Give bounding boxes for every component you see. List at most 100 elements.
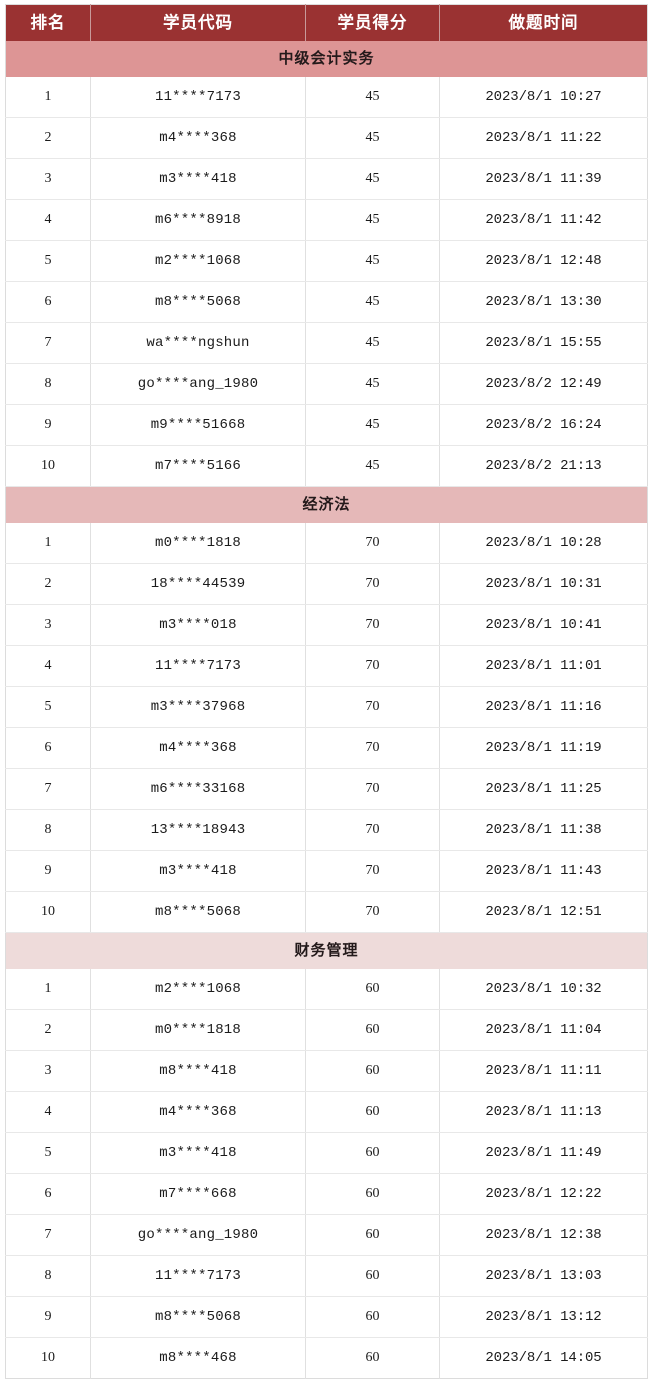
cell-time: 2023/8/1 10:32 (439, 969, 648, 1010)
cell-rank: 4 (5, 199, 91, 241)
table-row: 2 m4****368 45 2023/8/1 11:22 (5, 117, 648, 159)
table-row: 9 m3****418 70 2023/8/1 11:43 (5, 850, 648, 892)
section-header-row: 中级会计实务 (5, 41, 648, 77)
cell-rank: 5 (5, 240, 91, 282)
cell-score: 70 (305, 523, 440, 564)
cell-score: 60 (305, 969, 440, 1010)
cell-time: 2023/8/1 11:22 (439, 117, 648, 159)
cell-time: 2023/8/1 10:41 (439, 604, 648, 646)
cell-score: 60 (305, 1050, 440, 1092)
cell-score: 70 (305, 563, 440, 605)
cell-time: 2023/8/1 11:11 (439, 1050, 648, 1092)
cell-code: m8****418 (90, 1050, 306, 1092)
table-row: 3 m8****418 60 2023/8/1 11:11 (5, 1050, 648, 1092)
table-row: 2 m0****1818 60 2023/8/1 11:04 (5, 1009, 648, 1051)
cell-score: 60 (305, 1132, 440, 1174)
cell-rank: 2 (5, 1009, 91, 1051)
cell-rank: 7 (5, 768, 91, 810)
cell-time: 2023/8/1 10:28 (439, 523, 648, 564)
cell-code: m4****368 (90, 117, 306, 159)
cell-rank: 4 (5, 1091, 91, 1133)
section-header-row: 财务管理 (5, 932, 648, 969)
cell-score: 45 (305, 322, 440, 364)
cell-score: 45 (305, 404, 440, 446)
cell-score: 60 (305, 1296, 440, 1338)
section-header-row: 经济法 (5, 486, 648, 523)
cell-time: 2023/8/1 12:51 (439, 891, 648, 933)
table-header: 排名 学员代码 学员得分 做题时间 (5, 4, 648, 41)
cell-code: m2****1068 (90, 969, 306, 1010)
table-row: 7 go****ang_1980 60 2023/8/1 12:38 (5, 1214, 648, 1256)
table-row: 6 m4****368 70 2023/8/1 11:19 (5, 727, 648, 769)
cell-rank: 3 (5, 604, 91, 646)
cell-rank: 6 (5, 1173, 91, 1215)
cell-rank: 4 (5, 645, 91, 687)
cell-code: m8****5068 (90, 1296, 306, 1338)
cell-code: m6****33168 (90, 768, 306, 810)
cell-time: 2023/8/1 11:19 (439, 727, 648, 769)
cell-time: 2023/8/1 13:12 (439, 1296, 648, 1338)
cell-time: 2023/8/1 14:05 (485, 1350, 602, 1366)
table-row: 1 m0****1818 70 2023/8/1 10:28 (5, 523, 648, 564)
cell-time: 2023/8/1 10:27 (439, 77, 648, 118)
cell-code: m3****418 (90, 1132, 306, 1174)
cell-code: 18****44539 (90, 563, 306, 605)
table-row: 7 wa****ngshun 45 2023/8/1 15:55 (5, 322, 648, 364)
cell-rank: 7 (5, 322, 91, 364)
cell-code: 11****7173 (90, 645, 306, 687)
cell-score: 60 (305, 1214, 440, 1256)
student-ranking-table: 排名 学员代码 学员得分 做题时间 中级会计实务 1 11****7173 45 202… (5, 4, 648, 1379)
column-header-score: 学员得分 (305, 4, 440, 41)
cell-score: 70 (305, 850, 440, 892)
cell-code: m2****1068 (90, 240, 306, 282)
cell-rank: 9 (5, 850, 91, 892)
cell-code: m9****51668 (90, 404, 306, 446)
cell-score: 70 (305, 768, 440, 810)
cell-rank: 8 (5, 809, 91, 851)
cell-code: m8****468 (90, 1337, 306, 1379)
cell-time: 2023/8/1 11:38 (439, 809, 648, 851)
cell-code: go****ang_1980 (90, 1214, 306, 1256)
cell-time: 2023/8/1 12:22 (439, 1173, 648, 1215)
cell-code: 11****7173 (90, 1255, 306, 1297)
cell-code: m8****5068 (90, 891, 306, 933)
cell-score: 70 (305, 727, 440, 769)
cell-rank: 6 (5, 727, 91, 769)
cell-time: 2023/8/1 11:43 (439, 850, 648, 892)
cell-rank: 10 (5, 891, 91, 933)
header-row: 排名 学员代码 学员得分 做题时间 (5, 4, 648, 41)
table-row: 7 m6****33168 70 2023/8/1 11:25 (5, 768, 648, 810)
cell-time: 2023/8/1 11:04 (439, 1009, 648, 1051)
table-row: 9 m8****5068 60 2023/8/1 13:12 (5, 1296, 648, 1338)
cell-rank: 5 (5, 1132, 91, 1174)
cell-time: 2023/8/2 16:24 (439, 404, 648, 446)
cell-score: 45 (305, 199, 440, 241)
cell-rank: 5 (5, 686, 91, 728)
cell-score: 45 (305, 117, 440, 159)
cell-score: 45 (305, 158, 440, 200)
cell-time: 2023/8/1 12:48 (439, 240, 648, 282)
table-row: 6 m8****5068 45 2023/8/1 13:30 (5, 281, 648, 323)
cell-code: m6****8918 (90, 199, 306, 241)
cell-rank: 7 (5, 1214, 91, 1256)
cell-score: 60 (305, 1255, 440, 1297)
cell-rank: 3 (5, 158, 91, 200)
cell-code: m8****5068 (90, 281, 306, 323)
section-title: 中级会计实务 (5, 41, 648, 77)
table-row: 10 m8****468 60 2023/8/1 14:05 (5, 1337, 648, 1379)
cell-time: 2023/8/1 11:39 (439, 158, 648, 200)
cell-rank: 9 (5, 404, 91, 446)
table-row: 5 m3****37968 70 2023/8/1 11:16 (5, 686, 648, 728)
cell-score: 70 (305, 809, 440, 851)
table-row: 8 13****18943 70 2023/8/1 11:38 (5, 809, 648, 851)
table-row: 5 m2****1068 45 2023/8/1 12:48 (5, 240, 648, 282)
cell-rank: 2 (5, 563, 91, 605)
cell-score: 70 (305, 891, 440, 933)
cell-time: 2023/8/1 15:55 (439, 322, 648, 364)
cell-time: 2023/8/1 11:42 (439, 199, 648, 241)
cell-rank: 8 (5, 1255, 91, 1297)
cell-time: 2023/8/1 11:25 (439, 768, 648, 810)
cell-code: m7****668 (90, 1173, 306, 1215)
cell-time: 2023/8/1 13:30 (439, 281, 648, 323)
cell-rank: 1 (5, 523, 91, 564)
